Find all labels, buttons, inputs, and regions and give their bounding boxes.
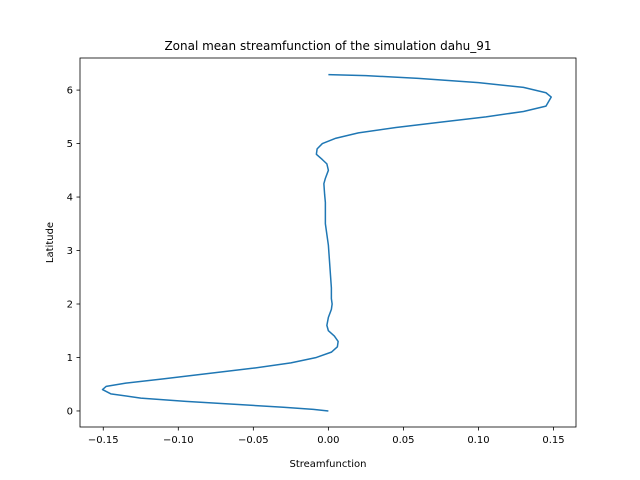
y-tick-label: 5 bbox=[67, 139, 73, 150]
x-tick-label: −0.10 bbox=[163, 435, 194, 446]
series-line-0 bbox=[101, 73, 552, 412]
x-tick-label: 0.00 bbox=[317, 435, 339, 446]
y-tick-label: 1 bbox=[67, 353, 73, 364]
x-tick-label: −0.05 bbox=[238, 435, 269, 446]
plot-area bbox=[101, 73, 552, 412]
y-axis: 0 1 2 3 4 5 6 bbox=[67, 86, 80, 417]
y-axis-label: Latitude bbox=[45, 222, 56, 263]
x-tick-label: 0.05 bbox=[392, 435, 414, 446]
y-tick-label: 6 bbox=[67, 86, 73, 97]
y-tick-label: 3 bbox=[67, 246, 73, 257]
chart-title: Zonal mean streamfunction of the simulat… bbox=[164, 39, 491, 53]
x-axis: −0.15 −0.10 −0.05 0.00 0.05 0.10 0.15 bbox=[88, 427, 565, 446]
x-tick-label: −0.15 bbox=[88, 435, 119, 446]
x-axis-label: Streamfunction bbox=[289, 459, 366, 470]
x-tick-label: 0.15 bbox=[542, 435, 564, 446]
y-tick-label: 0 bbox=[67, 406, 73, 417]
y-tick-label: 2 bbox=[67, 300, 73, 311]
x-tick-label: 0.10 bbox=[467, 435, 489, 446]
y-tick-label: 4 bbox=[67, 193, 73, 204]
